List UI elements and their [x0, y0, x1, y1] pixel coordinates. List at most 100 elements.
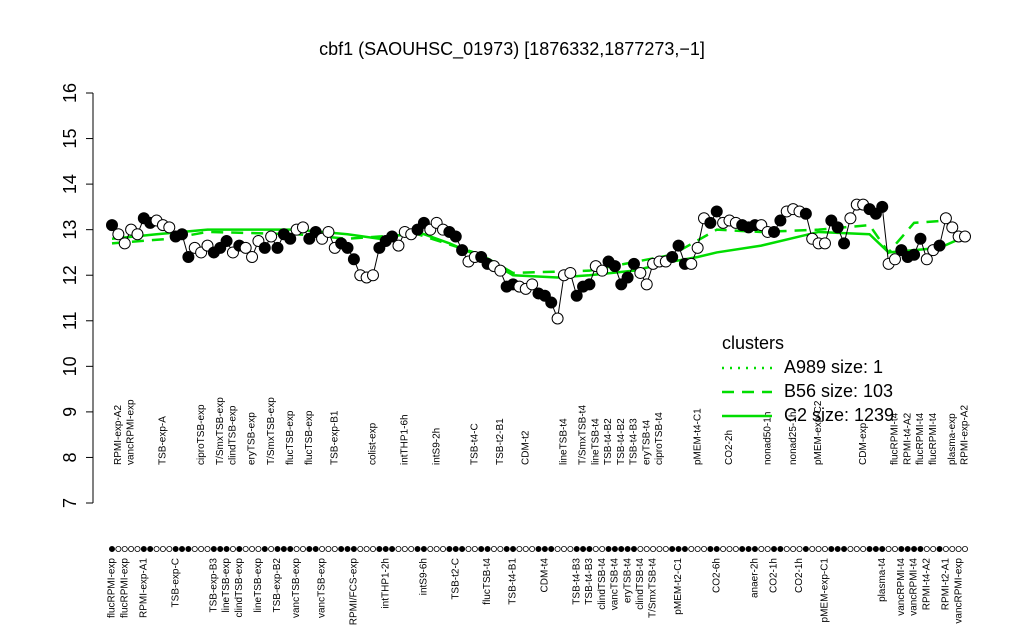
strip-dot — [796, 546, 803, 553]
strip-dot — [128, 546, 135, 553]
strip-dot — [751, 546, 758, 553]
x-tick-label: TSB-t4-C — [469, 423, 480, 465]
strip-dot — [140, 546, 147, 553]
strip-dot — [344, 546, 351, 553]
point — [341, 241, 354, 254]
point — [296, 221, 309, 234]
point — [182, 251, 195, 263]
x-tick-label: CDM-t2 — [520, 430, 531, 465]
y-tick-label: 12 — [60, 265, 80, 285]
x-tick-label: flucRPMI-t4 — [928, 412, 939, 465]
strip-dot — [707, 546, 714, 553]
strip-dot — [147, 546, 154, 553]
strip-dot — [879, 546, 886, 553]
strip-dot — [771, 546, 778, 553]
strip-dot — [694, 546, 701, 553]
strip-dot — [249, 546, 256, 553]
strip-dot — [656, 546, 663, 553]
strip-dot — [790, 546, 797, 553]
x-tick-label: lineTSB-exp — [253, 558, 264, 613]
strip-dot — [726, 546, 733, 553]
strip-dot — [389, 546, 396, 553]
strip-dot — [280, 546, 287, 553]
strip-dot — [261, 546, 268, 553]
point — [176, 228, 189, 241]
x-tick-label: T/SmxTSB-exp — [215, 397, 226, 465]
point — [634, 266, 647, 279]
strip-dot — [484, 546, 491, 553]
x-tick-label: colist-exp — [368, 422, 379, 465]
x-tick-label: flucRPMI-exp — [119, 558, 130, 618]
strip-dot — [624, 546, 631, 553]
x-tick-label: vancRPMI-exp — [126, 399, 137, 465]
strip-dot — [433, 546, 440, 553]
x-tick-label: TSB-exp-B2 — [272, 558, 283, 613]
x-tick-label: nonad25-1h — [788, 412, 799, 465]
strip-dot — [242, 546, 249, 553]
point — [914, 232, 927, 245]
point — [768, 225, 781, 238]
strip-dot — [930, 546, 937, 553]
strip-dot — [465, 546, 472, 553]
x-tick-label: plasma-t4 — [877, 558, 888, 602]
strip-dot — [541, 546, 548, 553]
strip-dot — [592, 546, 599, 553]
strip-dot — [821, 546, 828, 553]
legend-title: clusters — [722, 333, 784, 353]
point — [570, 289, 583, 302]
x-tick-label: CO2-1h — [794, 558, 805, 593]
strip-dot — [198, 546, 205, 553]
strip-dot — [828, 546, 835, 553]
strip-dot — [115, 546, 122, 553]
strip-dot — [312, 546, 319, 553]
strip-dot — [223, 546, 230, 553]
legend-label: C2 size: 1239 — [784, 405, 894, 425]
strip-dot — [841, 546, 848, 553]
strip-dot — [580, 546, 587, 553]
point — [908, 248, 921, 261]
point — [627, 257, 640, 270]
point — [876, 200, 889, 213]
point — [163, 221, 176, 234]
point — [220, 235, 233, 248]
x-tick-label: vancTSB-exp — [317, 558, 328, 618]
strip-dot — [134, 546, 141, 553]
legend-label: A989 size: 1 — [784, 357, 883, 377]
strip-dot — [599, 546, 606, 553]
x-tick-label: flucTSB-exp — [304, 410, 315, 465]
x-tick-label: intS9-2h — [431, 428, 442, 465]
point — [118, 237, 131, 250]
point — [564, 266, 577, 279]
strip-dot — [408, 546, 415, 553]
strip-dot — [287, 546, 294, 553]
x-tick-label: CO2-1h — [769, 558, 780, 593]
x-tick-label: TSB-t4-B2 — [616, 418, 627, 465]
strip-dot — [701, 546, 708, 553]
strip-dot — [401, 546, 408, 553]
strip-dot — [185, 546, 192, 553]
x-tick-label: vancTSB-exp — [291, 558, 302, 618]
x-tick-label: ciproTSB-t4 — [654, 412, 665, 465]
point — [271, 241, 284, 254]
strip-dot — [758, 546, 765, 553]
strip-dot — [268, 546, 275, 553]
x-tick-label: plasma-exp — [947, 413, 958, 465]
strip-dot — [611, 546, 618, 553]
strip-dot — [681, 546, 688, 553]
strip-dot — [414, 546, 421, 553]
strip-dot — [872, 546, 879, 553]
x-tick-label: TSB-t2-C — [450, 558, 461, 600]
y-tick-label: 15 — [60, 129, 80, 149]
strip-dot — [936, 546, 943, 553]
strip-dot — [586, 546, 593, 553]
strip-dot — [166, 546, 173, 553]
y-tick-label: 16 — [60, 83, 80, 103]
strip-dot — [847, 546, 854, 553]
point — [946, 221, 959, 234]
x-tick-label: lineTSB-exp — [221, 558, 232, 613]
strip-dot — [955, 546, 962, 553]
x-tick-label: RPMI-t4-A2 — [921, 558, 932, 611]
x-tick-label: flucRPMI-t4 — [915, 412, 926, 465]
point — [551, 312, 564, 325]
point — [347, 253, 360, 266]
